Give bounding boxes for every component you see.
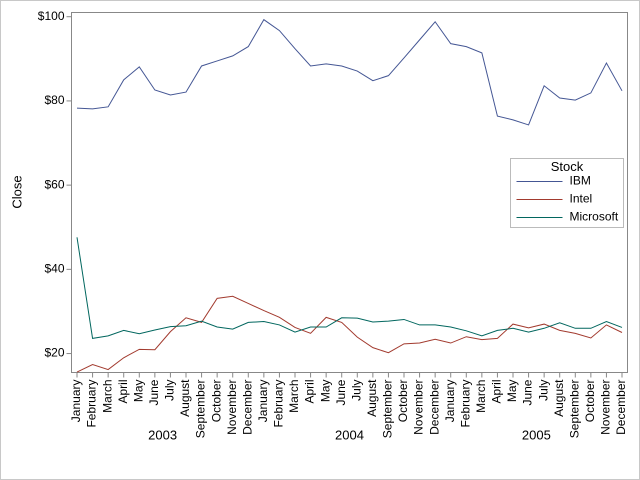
legend-title: Stock [551, 159, 584, 174]
x-tick-label: July [349, 380, 363, 401]
x-tick-label: December [427, 380, 441, 435]
y-tick-label: $100 [38, 9, 65, 23]
x-tick-label: May [318, 380, 332, 403]
x-tick-label: June [334, 379, 348, 405]
x-tick-label: August [552, 379, 566, 417]
x-tick-label: August [365, 379, 379, 417]
x-tick-label: March [474, 380, 488, 413]
x-tick-label: March [100, 380, 114, 413]
x-tick-label: September [567, 380, 581, 439]
x-tick-label: January [69, 380, 83, 423]
x-tick-label: October [396, 379, 410, 422]
x-tick-label: October [209, 379, 223, 422]
x-tick-label: November [225, 380, 239, 435]
y-tick-label: $60 [44, 177, 64, 191]
x-tick-label: June [147, 379, 161, 405]
x-tick-label: February [272, 380, 286, 428]
y-tick-label: $40 [44, 262, 64, 276]
y-tick-label: $80 [44, 93, 64, 107]
x-tick-label: September [194, 380, 208, 439]
x-tick-label: April [303, 380, 317, 404]
y-axis-label: Close [9, 175, 24, 208]
x-tick-label: July [536, 380, 550, 401]
x-tick-label: August [178, 379, 192, 417]
series-line [76, 18, 623, 126]
x-tick-label: May [505, 380, 519, 403]
x-tick-label: May [131, 380, 145, 403]
legend-box [510, 158, 624, 228]
legend-label: IBM [570, 174, 591, 188]
x-tick-label: December [240, 380, 254, 435]
x-tick-label: February [85, 380, 99, 428]
x-group-label: 2003 [148, 427, 177, 442]
x-tick-label: January [443, 380, 457, 423]
legend-label: Microsoft [570, 210, 619, 224]
x-tick-label: November [599, 380, 613, 435]
y-tick-label: $20 [44, 346, 64, 360]
x-group-label: 2004 [335, 427, 364, 442]
x-tick-label: January [256, 380, 270, 423]
series-line [76, 237, 623, 339]
x-tick-label: February [458, 380, 472, 428]
x-tick-label: December [614, 380, 628, 435]
x-tick-label: November [412, 380, 426, 435]
x-group-label: 2005 [522, 427, 551, 442]
x-tick-label: September [381, 380, 395, 439]
x-tick-label: June [521, 379, 535, 405]
plot-frame [71, 12, 628, 373]
x-tick-label: July [163, 380, 177, 401]
x-tick-label: October [583, 379, 597, 422]
series-line [76, 295, 623, 373]
x-tick-label: April [490, 380, 504, 404]
x-tick-label: April [116, 380, 130, 404]
legend-label: Intel [570, 192, 593, 206]
x-tick-label: March [287, 380, 301, 413]
